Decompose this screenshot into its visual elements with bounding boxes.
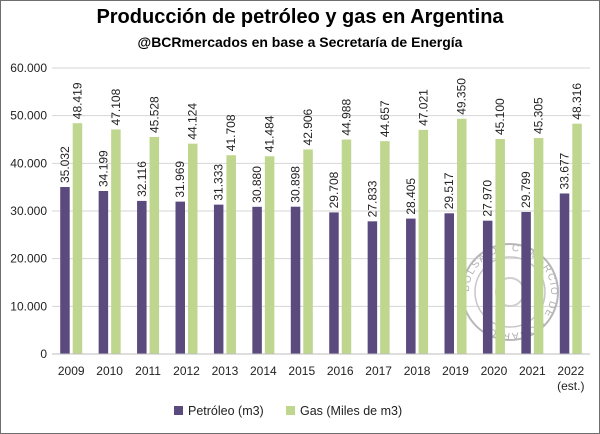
bar-gas <box>188 143 198 354</box>
data-label-gas: 41.708 <box>224 114 238 151</box>
data-label-petroleo: 29.517 <box>442 172 456 209</box>
bar-petroleo <box>252 206 262 354</box>
data-label-gas: 41.484 <box>263 115 277 152</box>
bar-petroleo <box>521 211 531 354</box>
bar-petroleo <box>137 200 147 354</box>
y-tick-label: 60.000 <box>10 61 47 75</box>
bar-petroleo <box>60 187 70 354</box>
data-label-petroleo: 31.333 <box>212 164 226 201</box>
chart-title: Producción de petróleo y gas en Argentin… <box>96 6 504 28</box>
x-tick-label: 2010 <box>96 364 123 378</box>
bar-petroleo <box>213 204 224 354</box>
data-label-petroleo: 29.799 <box>519 171 533 208</box>
data-label-petroleo: 27.970 <box>481 180 495 217</box>
x-tick-label: 2012 <box>173 364 200 378</box>
data-label-petroleo: 30.880 <box>250 166 264 203</box>
x-tick-label: 2016 <box>327 364 354 378</box>
bar-gas <box>111 129 121 354</box>
legend: Petróleo (m3) Gas (Miles de m3) <box>174 404 402 418</box>
data-label-gas: 47.108 <box>109 88 123 125</box>
bar-petroleo <box>329 212 339 354</box>
data-label-petroleo: 27.833 <box>365 180 379 217</box>
bar-gas <box>264 156 275 354</box>
y-tick-label: 50.000 <box>10 109 47 123</box>
data-label-petroleo: 33.677 <box>558 152 572 189</box>
bar-petroleo <box>559 193 570 354</box>
data-label-petroleo: 28.405 <box>404 178 418 215</box>
bar-petroleo <box>98 190 109 354</box>
y-tick-label: 0 <box>40 347 47 361</box>
bar-petroleo <box>406 218 416 354</box>
x-tick-label: 2014 <box>250 364 277 378</box>
data-labels: 35.032 48.419 34.199 47.108 32.116 45.528 31.9… <box>58 78 584 218</box>
bar-gas <box>418 129 429 354</box>
x-tick-label: 2019 <box>442 364 469 378</box>
data-label-petroleo: 34.199 <box>96 150 110 187</box>
data-label-gas: 47.021 <box>416 89 430 126</box>
data-label-petroleo: 31.969 <box>173 161 187 198</box>
x-tick-label: 2009 <box>58 364 85 378</box>
data-label-petroleo: 32.116 <box>135 161 149 197</box>
legend-label: Gas (Miles de m3) <box>300 404 402 418</box>
y-tick-label: 20.000 <box>10 252 47 266</box>
bar-gas <box>457 118 467 354</box>
bar-gas <box>572 123 582 355</box>
bar-petroleo <box>367 221 378 354</box>
y-tick-label: 30.000 <box>10 204 47 218</box>
data-label-gas: 42.906 <box>301 108 315 145</box>
data-label-gas: 44.657 <box>378 100 392 137</box>
bar-gas <box>495 139 505 354</box>
legend-swatch <box>174 406 183 415</box>
bar-gas <box>533 138 544 354</box>
bar-gas <box>341 139 352 354</box>
bar-gas <box>72 123 83 355</box>
data-label-petroleo: 30.898 <box>289 166 303 203</box>
x-tick-label: 2015 <box>288 364 315 378</box>
data-label-gas: 45.528 <box>147 96 161 133</box>
x-tick-label: 2021 <box>519 364 546 378</box>
bar-petroleo <box>482 220 493 354</box>
bar-petroleo <box>290 206 301 354</box>
gridlines <box>52 67 590 307</box>
chart-subtitle: @BCRmercados en base a Secretaría de Ene… <box>137 34 463 50</box>
seal-inner-ring <box>474 256 546 328</box>
watermark-seal: BOLSA DE COMERCIO DE ROSARIO <box>461 243 559 341</box>
bar-gas <box>149 136 160 354</box>
data-label-petroleo: 29.708 <box>327 171 341 208</box>
x-tick-label: 2018 <box>404 364 431 378</box>
data-label-gas: 48.419 <box>70 82 84 119</box>
y-axis: 0 10.000 20.000 30.000 40.000 50.000 60.000 <box>10 61 590 361</box>
data-label-gas: 48.316 <box>570 83 584 120</box>
x-tick-label: 2022 <box>557 364 584 378</box>
bar-petroleo <box>444 213 454 354</box>
bar-petroleo <box>175 201 185 354</box>
x-axis: 2009 2010 2011 2012 2013 2014 2015 2016 2017 2018… <box>58 364 585 393</box>
legend-label: Petróleo (m3) <box>188 404 264 418</box>
data-label-gas: 45.305 <box>532 97 546 134</box>
x-tick-label: 2013 <box>212 364 239 378</box>
bar-gas <box>380 141 390 354</box>
bars <box>60 118 582 355</box>
legend-swatch <box>286 406 295 415</box>
x-tick-label: 2020 <box>481 364 508 378</box>
bar-gas <box>226 155 236 354</box>
data-label-gas: 45.100 <box>493 98 507 135</box>
y-tick-label: 40.000 <box>10 156 47 170</box>
y-tick-label: 10.000 <box>10 299 47 313</box>
x-tick-label: 2011 <box>135 364 161 378</box>
x-tick-label: 2017 <box>365 364 392 378</box>
data-label-petroleo: 35.032 <box>58 146 72 183</box>
data-label-gas: 44.988 <box>339 99 353 136</box>
bar-gas <box>303 149 313 354</box>
data-label-gas: 49.350 <box>455 78 469 115</box>
data-label-gas: 44.124 <box>186 103 200 140</box>
x-tick-note: (est.) <box>557 379 584 393</box>
